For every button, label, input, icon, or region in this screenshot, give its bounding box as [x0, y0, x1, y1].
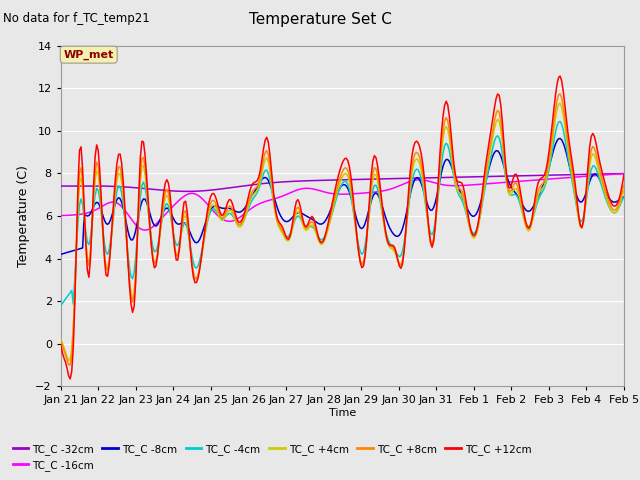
Text: No data for f_TC_temp21: No data for f_TC_temp21: [3, 12, 150, 25]
Y-axis label: Temperature (C): Temperature (C): [17, 165, 29, 267]
X-axis label: Time: Time: [329, 408, 356, 418]
Text: Temperature Set C: Temperature Set C: [248, 12, 392, 27]
Legend: TC_C -32cm, TC_C -16cm, TC_C -8cm, TC_C -4cm, TC_C +4cm, TC_C +8cm, TC_C +12cm: TC_C -32cm, TC_C -16cm, TC_C -8cm, TC_C …: [8, 439, 536, 475]
Text: WP_met: WP_met: [63, 49, 114, 60]
